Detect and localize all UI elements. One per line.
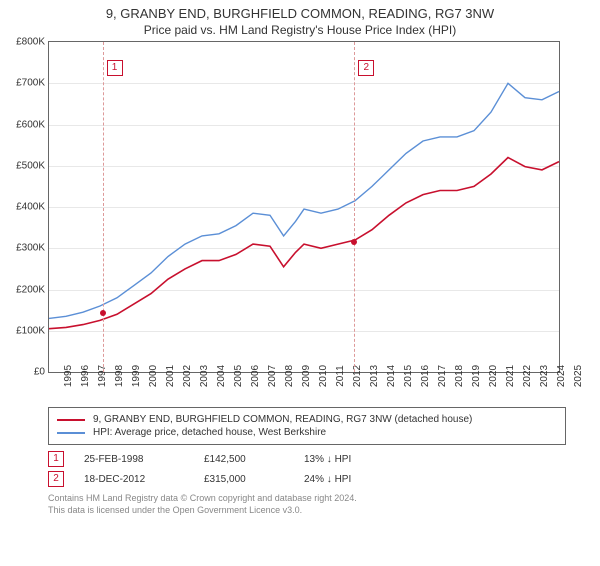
sale-marker: 2 [48, 471, 64, 487]
y-axis-label: £800K [16, 37, 45, 48]
marker-line [103, 42, 104, 372]
series-line [49, 158, 559, 329]
legend-item: HPI: Average price, detached house, West… [57, 427, 557, 438]
x-axis-label: 2025 [559, 365, 584, 387]
sale-date: 25-FEB-1998 [84, 454, 184, 465]
y-axis-label: £100K [16, 325, 45, 336]
marker-box: 2 [358, 60, 374, 76]
footnote-line: This data is licensed under the Open Gov… [48, 505, 566, 517]
legend-label: HPI: Average price, detached house, West… [93, 427, 326, 438]
footnote: Contains HM Land Registry data © Crown c… [48, 493, 566, 516]
sale-delta: 24% ↓ HPI [304, 474, 351, 485]
sale-date: 18-DEC-2012 [84, 474, 184, 485]
y-axis-label: £500K [16, 160, 45, 171]
y-axis-label: £0 [34, 367, 45, 378]
legend: 9, GRANBY END, BURGHFIELD COMMON, READIN… [48, 407, 566, 445]
footnote-line: Contains HM Land Registry data © Crown c… [48, 493, 566, 505]
sale-row: 2 18-DEC-2012 £315,000 24% ↓ HPI [48, 471, 566, 487]
sale-price: £315,000 [204, 474, 284, 485]
sale-price: £142,500 [204, 454, 284, 465]
marker-box: 1 [107, 60, 123, 76]
sale-delta: 13% ↓ HPI [304, 454, 351, 465]
legend-item: 9, GRANBY END, BURGHFIELD COMMON, READIN… [57, 414, 557, 425]
sale-point [351, 239, 357, 245]
legend-swatch [57, 419, 85, 421]
sale-point [100, 310, 106, 316]
sale-marker: 1 [48, 451, 64, 467]
page-subtitle: Price paid vs. HM Land Registry's House … [0, 23, 600, 37]
sales-list: 1 25-FEB-1998 £142,500 13% ↓ HPI 2 18-DE… [48, 451, 566, 487]
y-axis-label: £200K [16, 284, 45, 295]
y-axis-label: £400K [16, 202, 45, 213]
legend-swatch [57, 432, 85, 434]
y-axis-label: £600K [16, 119, 45, 130]
series-line [49, 83, 559, 318]
series-svg [49, 42, 559, 372]
y-axis-label: £300K [16, 243, 45, 254]
marker-line [354, 42, 355, 372]
sale-row: 1 25-FEB-1998 £142,500 13% ↓ HPI [48, 451, 566, 467]
page-title: 9, GRANBY END, BURGHFIELD COMMON, READIN… [0, 6, 600, 21]
y-axis-label: £700K [16, 78, 45, 89]
price-chart: £0£100K£200K£300K£400K£500K£600K£700K£80… [48, 41, 560, 373]
legend-label: 9, GRANBY END, BURGHFIELD COMMON, READIN… [93, 414, 472, 425]
